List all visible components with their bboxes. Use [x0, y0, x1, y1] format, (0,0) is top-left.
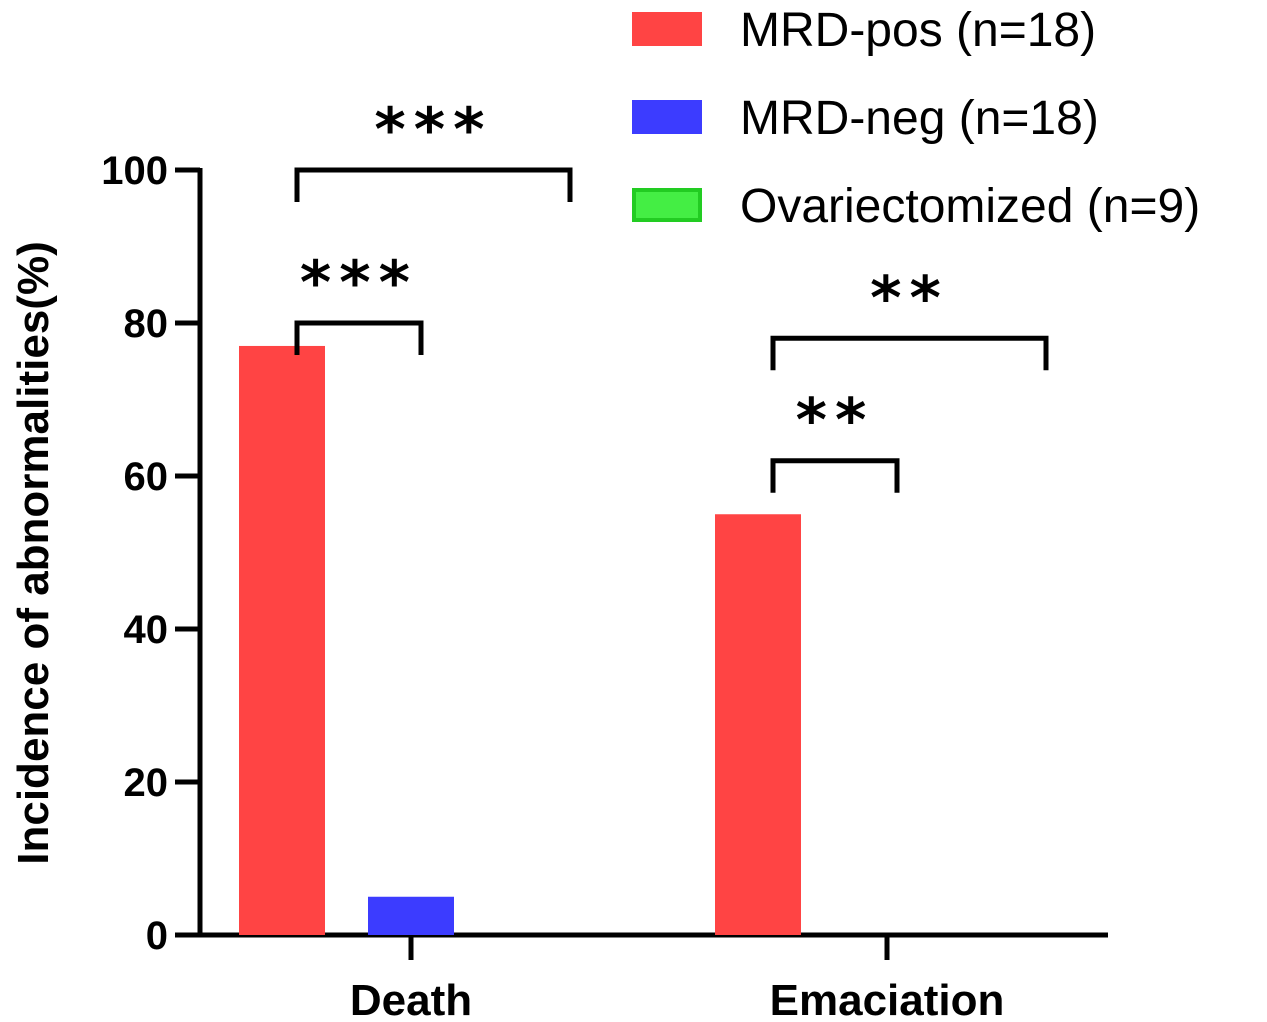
bar	[368, 896, 454, 935]
y-tick-label: 40	[124, 608, 169, 652]
significance-label: ***	[300, 248, 418, 318]
y-tick-label: 0	[146, 914, 168, 958]
significance-brackets: **********	[294, 95, 1049, 493]
legend-swatch	[632, 188, 702, 222]
legend-label: MRD-pos (n=18)	[740, 4, 1096, 57]
y-tick-label: 60	[124, 455, 169, 499]
y-tick-label: 20	[124, 761, 169, 805]
axes: 0 20 40 60 80 100 Death Emaciation	[101, 149, 1108, 1022]
legend-label: MRD-neg (n=18)	[740, 92, 1099, 145]
legend-swatch	[632, 12, 702, 46]
bar	[715, 514, 801, 935]
significance-label: **	[870, 263, 949, 333]
significance-bracket	[770, 458, 900, 493]
y-axis-title: Incidence of abnormalities(%)	[9, 241, 58, 864]
significance-bracket	[294, 167, 573, 202]
legend-swatch	[632, 100, 702, 134]
x-tick-label: Death	[350, 976, 472, 1022]
y-tick-label: 100	[101, 149, 168, 193]
significance-bracket	[294, 320, 424, 355]
legend-label: Ovariectomized (n=9)	[740, 180, 1200, 233]
significance-label: **	[796, 386, 875, 456]
x-tick-label: Emaciation	[770, 976, 1005, 1022]
significance-label: ***	[374, 95, 492, 165]
significance-bracket	[770, 335, 1049, 371]
y-tick-label: 80	[124, 302, 169, 346]
bar	[239, 345, 325, 935]
bars	[239, 345, 801, 935]
legend: MRD-pos (n=18) MRD-neg (n=18) Ovariectomiz…	[632, 4, 1200, 233]
